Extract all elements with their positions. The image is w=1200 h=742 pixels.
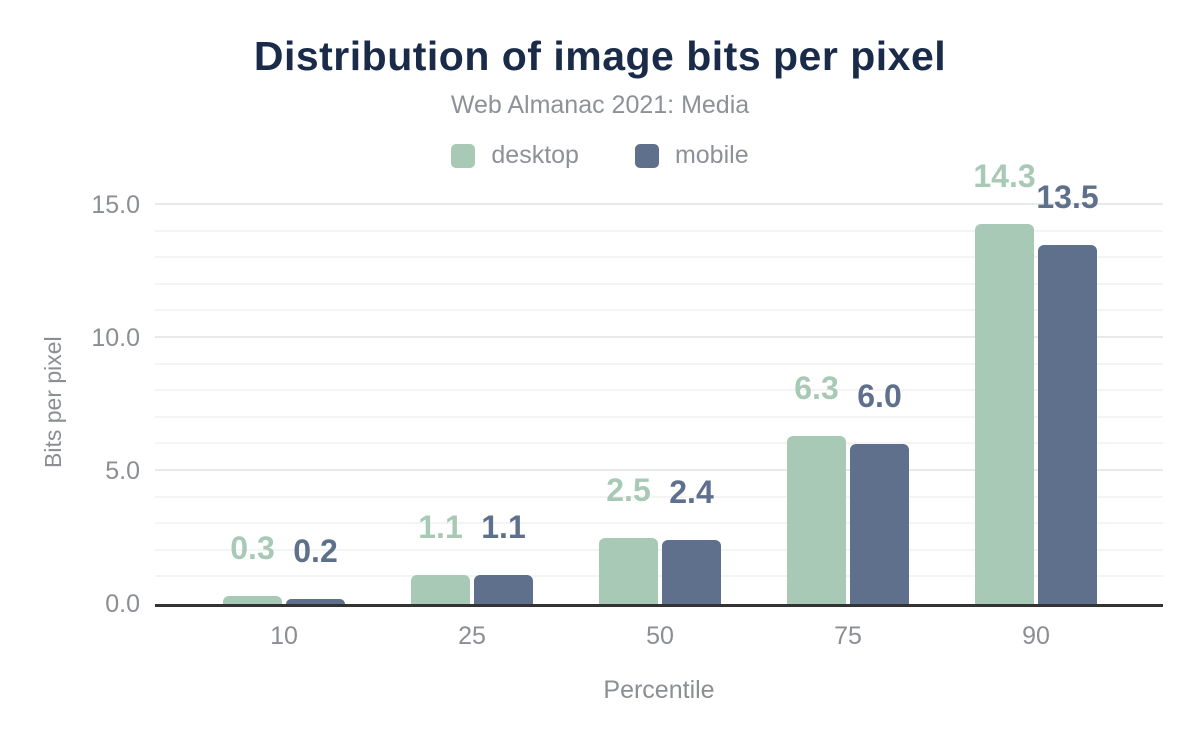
- legend-label: desktop: [491, 141, 579, 169]
- desktop-bar: [787, 436, 846, 604]
- minor-gridline: [155, 309, 1163, 312]
- mobile-value-label: 2.4: [669, 474, 714, 511]
- chart-subtitle: Web Almanac 2021: Media: [450, 91, 750, 119]
- major-gridline: [155, 203, 1163, 205]
- minor-gridline: [155, 575, 1163, 578]
- minor-gridline: [155, 282, 1163, 285]
- desktop-value-label: 0.3: [230, 530, 275, 567]
- x-tick-label: 25: [458, 622, 486, 650]
- major-gridline: [155, 336, 1163, 338]
- mobile-bar: [850, 444, 909, 604]
- mobile-value-label: 0.2: [293, 532, 338, 569]
- legend: desktop mobile: [0, 141, 1200, 170]
- minor-gridline: [155, 495, 1163, 498]
- minor-gridline: [155, 548, 1163, 551]
- y-tick-label: 15.0: [91, 191, 140, 219]
- chart-title: Distribution of image bits per pixel: [253, 33, 947, 79]
- legend-item-desktop: desktop: [451, 141, 579, 170]
- desktop-swatch-icon: [451, 143, 476, 168]
- minor-gridline: [155, 256, 1163, 259]
- x-tick-label: 75: [834, 622, 862, 650]
- y-tick-label: 10.0: [91, 324, 140, 352]
- desktop-value-label: 6.3: [794, 370, 839, 407]
- legend-item-mobile: mobile: [634, 141, 749, 170]
- desktop-bar: [411, 574, 470, 604]
- x-axis-line: [155, 604, 1163, 607]
- mobile-swatch-icon: [634, 143, 659, 168]
- desktop-bar: [975, 223, 1034, 604]
- mobile-value-label: 1.1: [481, 508, 526, 545]
- major-gridline: [155, 469, 1163, 471]
- y-tick-label: 0.0: [105, 590, 140, 618]
- y-tick-label: 5.0: [105, 457, 140, 485]
- mobile-bar: [1038, 244, 1097, 604]
- minor-gridline: [155, 389, 1163, 392]
- mobile-bar: [662, 540, 721, 604]
- x-tick-label: 10: [270, 622, 298, 650]
- mobile-bar: [286, 598, 345, 604]
- legend-label: mobile: [674, 141, 749, 169]
- minor-gridline: [155, 229, 1163, 232]
- minor-gridline: [155, 522, 1163, 525]
- minor-gridline: [155, 415, 1163, 418]
- plot-area: 0.0 5.0 10.0 15.0 0.3 0.2 10 1.1 1.1 25 2.5 2.4 50 6.…: [91, 160, 1163, 650]
- desktop-value-label: 1.1: [418, 508, 463, 545]
- x-tick-label: 50: [646, 622, 674, 650]
- x-axis-title: Percentile: [603, 676, 715, 704]
- mobile-bar: [474, 574, 533, 604]
- desktop-bar: [599, 537, 658, 604]
- mobile-value-label: 13.5: [1036, 178, 1099, 215]
- minor-gridline: [155, 442, 1163, 445]
- desktop-bar: [223, 596, 282, 604]
- desktop-value-label: 14.3: [973, 157, 1036, 194]
- mobile-value-label: 6.0: [857, 378, 902, 415]
- x-tick-label: 90: [1022, 622, 1050, 650]
- minor-gridline: [155, 362, 1163, 365]
- desktop-value-label: 2.5: [606, 471, 651, 508]
